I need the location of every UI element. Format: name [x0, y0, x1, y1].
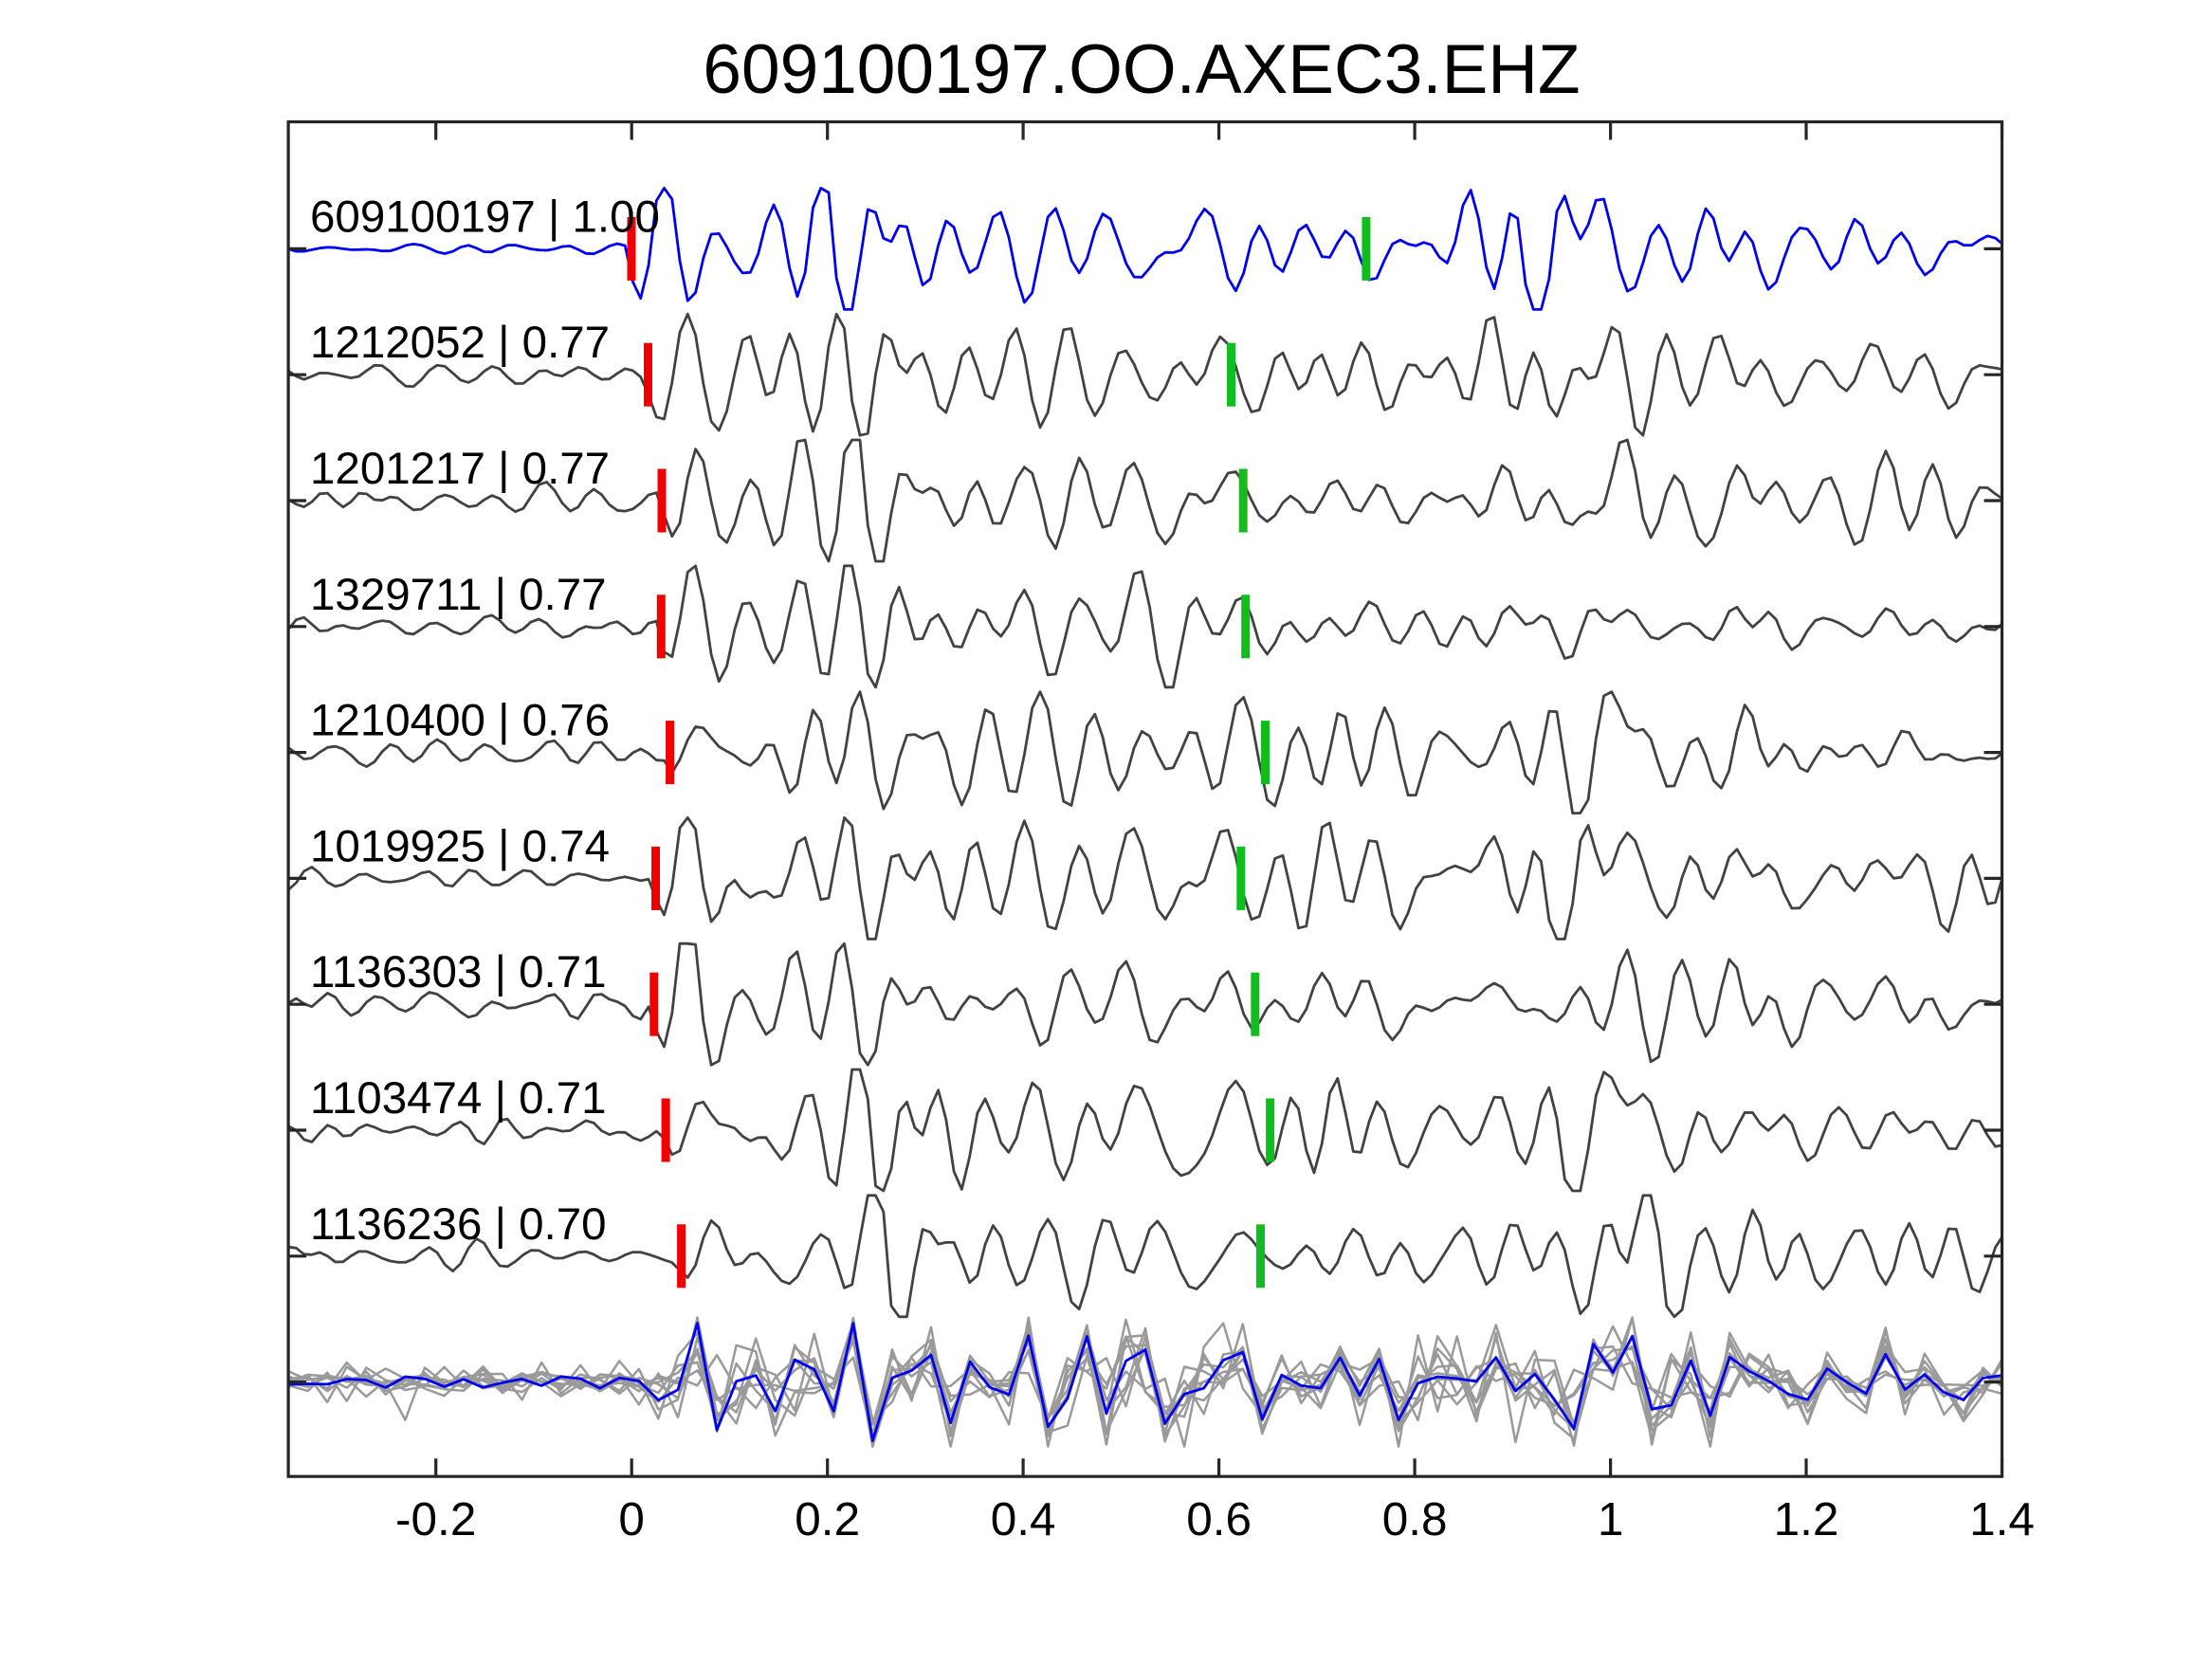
- svg-text:1136236 | 0.70: 1136236 | 0.70: [310, 1199, 607, 1250]
- svg-text:1136303 | 0.71: 1136303 | 0.71: [310, 947, 607, 997]
- svg-text:0.6: 0.6: [1186, 1493, 1252, 1545]
- svg-text:0.4: 0.4: [991, 1493, 1056, 1545]
- svg-text:-0.2: -0.2: [395, 1493, 476, 1545]
- svg-text:1210400 | 0.76: 1210400 | 0.76: [310, 696, 610, 746]
- svg-text:1.2: 1.2: [1774, 1493, 1839, 1545]
- svg-text:1019925 | 0.74: 1019925 | 0.74: [310, 821, 610, 871]
- svg-text:609100197 | 1.00: 609100197 | 1.00: [310, 192, 660, 242]
- svg-text:0.8: 0.8: [1382, 1493, 1448, 1545]
- svg-text:1103474 | 0.71: 1103474 | 0.71: [310, 1073, 607, 1124]
- svg-text:1201217 | 0.77: 1201217 | 0.77: [310, 444, 610, 494]
- svg-text:0: 0: [618, 1493, 645, 1545]
- svg-text:609100197.OO.AXEC3.EHZ: 609100197.OO.AXEC3.EHZ: [703, 31, 1580, 108]
- svg-text:1329711 | 0.77: 1329711 | 0.77: [310, 570, 607, 620]
- svg-text:1212052 | 0.77: 1212052 | 0.77: [310, 318, 610, 368]
- svg-text:1.4: 1.4: [1969, 1493, 2035, 1545]
- svg-text:0.2: 0.2: [795, 1493, 860, 1545]
- svg-text:1: 1: [1598, 1493, 1624, 1545]
